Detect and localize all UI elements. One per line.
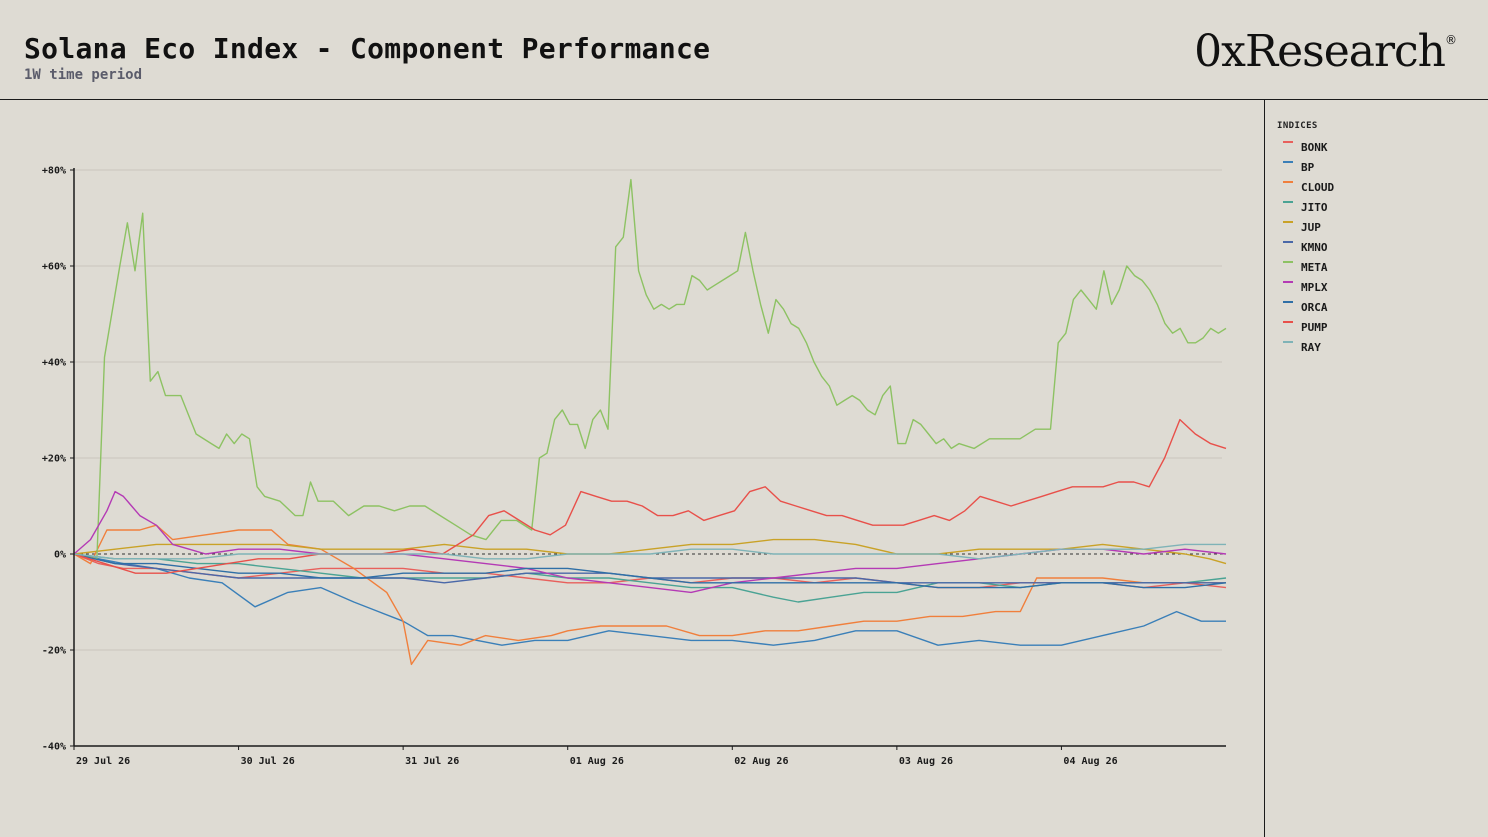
legend-swatch [1283,221,1293,223]
legend-swatch [1283,301,1293,303]
legend-panel: INDICES BONK BP CLOUD JITO JUP KMNO META MPLX OR… [1264,100,1488,837]
y-tick-label: +40% [42,358,66,369]
legend-item-mplx[interactable]: MPLX [1277,281,1477,297]
legend-label: RAY [1301,341,1321,354]
legend-label: JUP [1301,221,1321,234]
legend-swatch [1283,321,1293,323]
x-tick-label: 03 Aug 26 [899,756,953,767]
legend-swatch [1283,181,1293,183]
axes: -40% -20% 0% +20% +40% +60% +80% 29 Jul 26 30 Ju… [42,166,1226,767]
series-line-pump [73,418,1227,574]
legend-swatch [1283,141,1293,143]
legend-swatch [1283,161,1293,163]
y-tick-label: 0% [54,550,66,561]
line-chart: -40% -20% 0% +20% +40% +60% +80% 29 Jul 26 30 Ju… [42,166,1227,767]
series-line-bp [73,553,1226,646]
header: Solana Eco Index - Component Performance… [0,0,1488,100]
legend-item-cloud[interactable]: CLOUD [1277,181,1477,197]
legend-item-orca[interactable]: ORCA [1277,301,1477,317]
legend-item-meta[interactable]: META [1277,261,1477,277]
legend-label: KMNO [1301,241,1328,254]
legend-label: BP [1301,161,1315,174]
legend-label: PUMP [1301,321,1328,334]
series-line-orca [73,553,1227,589]
y-tick-label: +20% [42,454,66,465]
legend-item-bonk[interactable]: BONK [1277,141,1477,157]
legend-label: ORCA [1301,301,1328,314]
y-tick-label: -40% [42,742,66,753]
registered-mark: ® [1445,33,1457,48]
legend-title: INDICES [1277,121,1318,131]
x-tick-label: 30 Jul 26 [241,756,295,767]
legend-label: JITO [1301,201,1328,214]
brand-logo: 0xResearch® [1194,26,1457,77]
legend-swatch [1283,261,1293,263]
y-tick-label: -20% [42,646,66,657]
series-lines [73,178,1227,666]
legend-label: MPLX [1301,281,1328,294]
series-line-meta [73,178,1227,560]
legend-item-ray[interactable]: RAY [1277,341,1477,357]
y-tick-label: +80% [42,166,66,177]
series-line-ray [73,543,1226,560]
x-tick-label: 01 Aug 26 [570,756,624,767]
legend-swatch [1283,241,1293,243]
legend-label: META [1301,261,1328,274]
legend-swatch [1283,201,1293,203]
x-tick-label: 29 Jul 26 [76,756,130,767]
legend-item-jito[interactable]: JITO [1277,201,1477,217]
legend-label: BONK [1301,141,1328,154]
legend-item-pump[interactable]: PUMP [1277,321,1477,337]
x-tick-label: 02 Aug 26 [734,756,788,767]
y-tick-label: +60% [42,262,66,273]
series-line-jup [73,538,1227,565]
chart-title: Solana Eco Index - Component Performance [24,32,711,65]
x-tick-label: 31 Jul 26 [405,756,459,767]
legend-item-jup[interactable]: JUP [1277,221,1477,237]
legend-swatch [1283,281,1293,283]
legend-label: CLOUD [1301,181,1335,194]
legend-item-bp[interactable]: BP [1277,161,1477,177]
legend-swatch [1283,341,1293,343]
legend-item-kmno[interactable]: KMNO [1277,241,1477,257]
series-line-cloud [73,524,1226,666]
chart-subtitle: 1W time period [24,67,143,83]
x-tick-label: 04 Aug 26 [1063,756,1117,767]
brand-name: 0xResearch [1194,26,1446,77]
